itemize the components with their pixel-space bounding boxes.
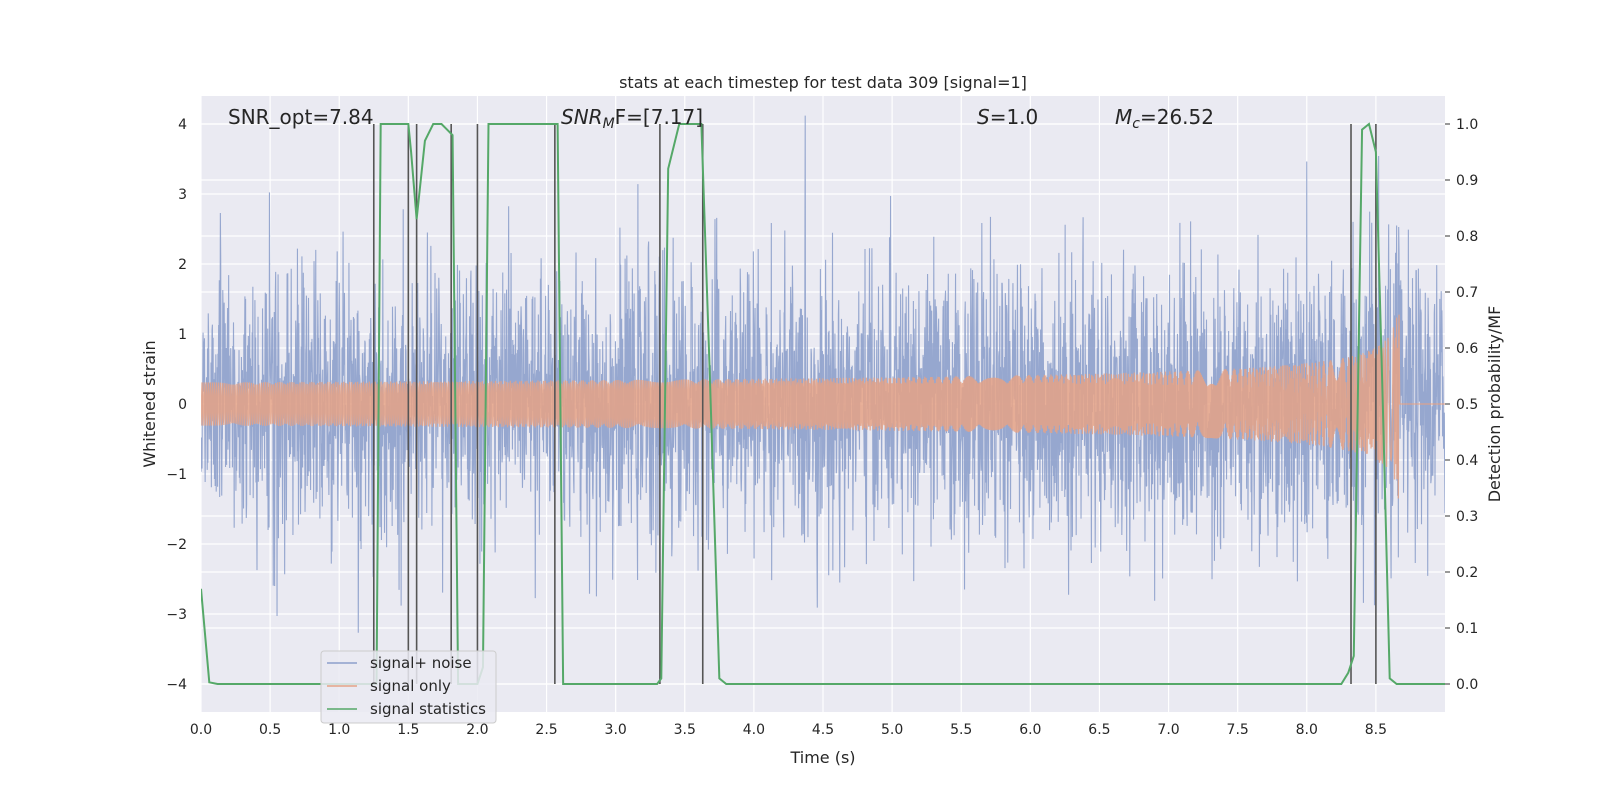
x-tick-label: 7.0: [1157, 722, 1179, 738]
y-axis-left-label: Whitened strain: [140, 340, 159, 467]
y-left-tick-label: −1: [166, 467, 187, 483]
annotation-snr-mf: SNRMF=[7.17]: [561, 105, 703, 132]
x-tick-label: 4.5: [812, 722, 834, 738]
y-left-tick-label: −4: [166, 677, 187, 693]
annotation-snr-mf-sub: M: [603, 116, 615, 132]
y-right-tick-label: 0.0: [1456, 677, 1478, 693]
x-axis-ticks: 0.0 0.5 1.0 1.5 2.0 2.5 3.0 3.5 4.0 4.5 5.0 5.5 6.0 6…: [190, 722, 1387, 738]
x-tick-label: 2.0: [466, 722, 488, 738]
y-left-tick-label: 3: [178, 187, 187, 203]
chart-title: stats at each timestep for test data 309…: [619, 73, 1027, 92]
y-left-tick-label: 0: [178, 397, 187, 413]
y-right-tick-label: 0.4: [1456, 453, 1478, 469]
annotation-mc-rest: =26.52: [1140, 105, 1214, 129]
y-axis-right-ticks: 1.0 0.9 0.8 0.7 0.6 0.5 0.4 0.3 0.2 0.1 0.0: [1445, 117, 1478, 693]
x-tick-label: 1.5: [397, 722, 419, 738]
y-right-tick-label: 0.6: [1456, 341, 1478, 357]
x-tick-label: 1.0: [328, 722, 350, 738]
y-right-tick-label: 1.0: [1456, 117, 1478, 133]
x-tick-label: 5.0: [881, 722, 903, 738]
legend-label-signal-statistics: signal statistics: [370, 700, 486, 718]
y-right-tick-label: 0.1: [1456, 621, 1478, 637]
y-left-tick-label: −2: [166, 537, 187, 553]
annotation-mc-value: Mc=26.52: [1115, 105, 1214, 132]
annotation-s-value: S=1.0: [977, 105, 1038, 129]
x-tick-label: 0.5: [259, 722, 281, 738]
y-left-tick-label: 4: [178, 117, 187, 133]
annotation-mc-sub: c: [1132, 116, 1140, 132]
y-right-tick-label: 0.2: [1456, 565, 1478, 581]
annotation-snr-mf-base: SNR: [561, 105, 603, 129]
x-tick-label: 8.5: [1365, 722, 1387, 738]
y-axis-right-label: Detection probability/MF: [1485, 306, 1504, 503]
legend: signal+ noise signal only signal statist…: [320, 650, 497, 724]
legend-box: [320, 650, 497, 724]
y-right-tick-label: 0.8: [1456, 229, 1478, 245]
y-left-tick-label: −3: [166, 607, 187, 623]
x-tick-label: 6.5: [1088, 722, 1110, 738]
x-tick-label: 3.5: [674, 722, 696, 738]
x-tick-label: 4.0: [743, 722, 765, 738]
y-left-tick-label: 1: [178, 327, 187, 343]
legend-label-signal-plus-noise: signal+ noise: [370, 654, 472, 672]
x-tick-label: 0.0: [190, 722, 212, 738]
x-tick-label: 3.0: [605, 722, 627, 738]
annotation-snr-opt: SNR_opt=7.84: [228, 105, 374, 129]
series-signal-statistics: [201, 122, 1445, 685]
vertical-marker-lines: [372, 124, 1377, 684]
annotation-mc-base: M: [1115, 105, 1132, 129]
x-axis-label: Time (s): [789, 748, 855, 767]
legend-label-signal-only: signal only: [370, 677, 451, 695]
annotation-s-rest: =1.0: [990, 105, 1039, 129]
x-tick-label: 7.5: [1227, 722, 1249, 738]
y-right-tick-label: 0.5: [1456, 397, 1478, 413]
annotation-s-base: S: [977, 105, 990, 129]
x-tick-label: 2.5: [535, 722, 557, 738]
y-axis-left-ticks: 4 3 2 1 0 −1 −2 −3 −4: [166, 117, 187, 693]
y-right-tick-label: 0.7: [1456, 285, 1478, 301]
x-tick-label: 5.5: [950, 722, 972, 738]
stats-line: [201, 122, 1445, 685]
x-tick-label: 8.0: [1296, 722, 1318, 738]
annotation-snr-mf-rest: F=[7.17]: [615, 105, 703, 129]
x-tick-label: 6.0: [1019, 722, 1041, 738]
y-right-tick-label: 0.9: [1456, 173, 1478, 189]
y-right-tick-label: 0.3: [1456, 509, 1478, 525]
y-left-tick-label: 2: [178, 257, 187, 273]
